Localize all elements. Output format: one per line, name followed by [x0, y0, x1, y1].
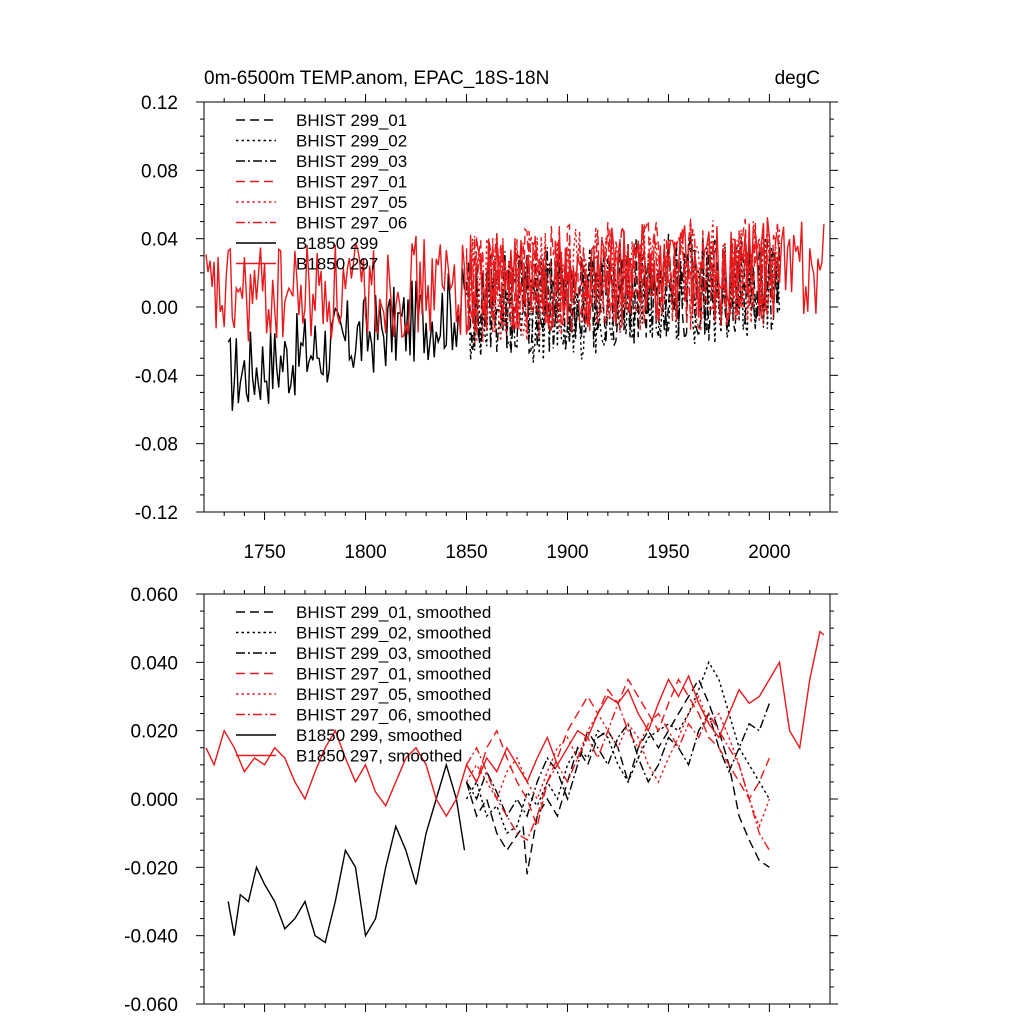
bottom-y-tick-label: -0.020: [124, 858, 178, 879]
bottom-series-bhist-297-05-smoothed: [465, 694, 771, 829]
bottom-y-tick-labels: -0.060 -0.040 -0.020 0.000 0.020 0.040 0.060: [124, 585, 178, 1016]
top-chart-units: degC: [775, 68, 820, 89]
top-y-tick-labels: -0.12 -0.08 -0.04 0.00 0.04 0.08 0.12: [135, 93, 179, 524]
bottom-series-bhist-299-02-smoothed: [465, 660, 771, 835]
top-legend-label: B1850 299: [296, 234, 378, 253]
top-x-tick-label: 1900: [546, 542, 588, 563]
top-y-tick-label: 0.00: [141, 298, 178, 319]
top-x-tick-label: 1950: [647, 542, 689, 563]
top-x-tick-label: 1800: [344, 542, 386, 563]
top-x-tick-label: 1850: [445, 542, 487, 563]
bottom-y-tick-label: -0.060: [124, 995, 178, 1016]
top-series-b1850-299: [227, 268, 466, 411]
bottom-series-lines: [205, 630, 825, 944]
bottom-legend-label: BHIST 299_01, smoothed: [296, 603, 491, 622]
bottom-y-tick-label: 0.060: [130, 585, 178, 606]
top-series-lines: [205, 217, 825, 411]
bottom-series-b1850-297-smoothed: [205, 630, 825, 818]
top-legend-label: BHIST 297_05: [296, 193, 407, 212]
top-legend-label: BHIST 299_01: [296, 111, 407, 130]
bottom-y-tick-label: 0.040: [130, 653, 178, 674]
top-y-tick-label: 0.04: [141, 230, 178, 251]
bottom-series-bhist-299-03-smoothed: [465, 703, 771, 818]
top-ticks: [196, 94, 838, 520]
top-series-b1850-297: [205, 217, 825, 342]
bottom-legend-label: BHIST 297_01, smoothed: [296, 665, 491, 684]
top-x-tick-label: 2000: [748, 542, 790, 563]
bottom-ticks: [196, 586, 838, 1012]
bottom-y-tick-label: 0.000: [130, 790, 178, 811]
bottom-legend-label: BHIST 297_05, smoothed: [296, 685, 491, 704]
bottom-y-tick-label: -0.040: [124, 927, 178, 948]
top-y-tick-label: -0.08: [135, 435, 178, 456]
top-y-tick-label: 0.08: [141, 161, 178, 182]
bottom-y-tick-label: 0.020: [130, 722, 178, 743]
bottom-series-bhist-299-01-smoothed: [465, 677, 770, 875]
top-legend-label: BHIST 297_06: [296, 214, 407, 233]
bottom-legend-label: B1850 299, smoothed: [296, 726, 462, 745]
top-panel: 0m-6500m TEMP.anom, EPAC_18S-18N degC -0…: [135, 68, 838, 563]
top-legend-label: BHIST 297_01: [296, 173, 407, 192]
top-x-tick-label: 1750: [243, 542, 285, 563]
bottom-legend-label: B1850 297, smoothed: [296, 747, 462, 766]
top-y-tick-label: -0.04: [135, 366, 179, 387]
bottom-panel: -0.060 -0.040 -0.020 0.000 0.020 0.040 0.060 B…: [124, 585, 838, 1016]
top-chart-title: 0m-6500m TEMP.anom, EPAC_18S-18N: [204, 68, 549, 89]
top-legend-label: BHIST 299_02: [296, 132, 407, 151]
bottom-series-b1850-299-smoothed: [227, 762, 466, 944]
top-y-tick-label: -0.12: [135, 503, 178, 524]
top-x-tick-labels: 1750 1800 1850 1900 1950 2000: [243, 542, 790, 563]
bottom-legend: BHIST 299_01, smoothed BHIST 299_02, smoo…: [236, 603, 491, 766]
bottom-legend-label: BHIST 297_06, smoothed: [296, 706, 491, 725]
top-legend-label: BHIST 299_03: [296, 152, 407, 171]
top-y-tick-label: 0.12: [141, 93, 178, 114]
bottom-legend-label: BHIST 299_02, smoothed: [296, 624, 491, 643]
top-legend-label: B1850 297: [296, 255, 378, 274]
bottom-legend-label: BHIST 299_03, smoothed: [296, 644, 491, 663]
